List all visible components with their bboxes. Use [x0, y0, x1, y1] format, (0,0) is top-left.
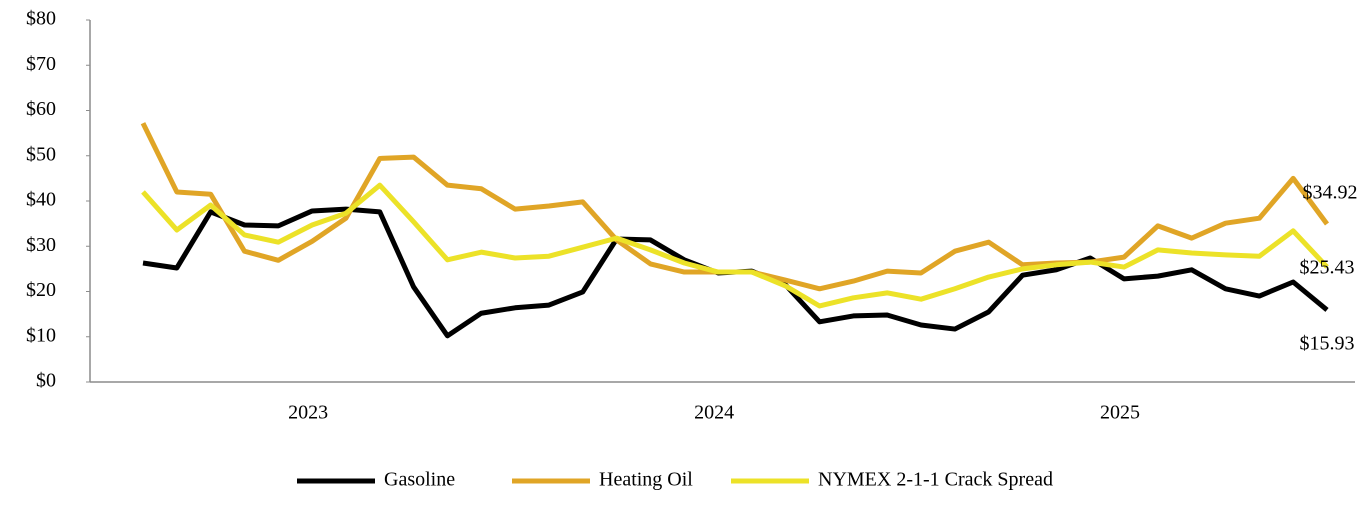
y-tick-label: $10 — [26, 324, 56, 346]
x-tick-label: 2025 — [1100, 402, 1140, 424]
legend-label: Gasoline — [384, 469, 455, 491]
x-tick-label: 2024 — [694, 402, 734, 424]
data-label: $34.92 — [1303, 182, 1358, 204]
y-tick-label: $70 — [26, 53, 56, 75]
legend-label: Heating Oil — [599, 469, 693, 491]
y-tick-label: $20 — [26, 279, 56, 301]
y-tick-label: $50 — [26, 143, 56, 165]
series-line — [141, 182, 1329, 309]
data-label: $15.93 — [1300, 333, 1355, 355]
x-tick-label: 2023 — [288, 402, 328, 424]
y-tick-label: $0 — [36, 370, 56, 392]
series-line — [140, 122, 1330, 292]
y-tick-label: $30 — [26, 234, 56, 256]
y-tick-label: $60 — [26, 98, 56, 120]
y-tick-label: $80 — [26, 8, 56, 30]
data-label: $25.43 — [1300, 257, 1355, 279]
y-tick-label: $40 — [26, 189, 56, 211]
legend-label: NYMEX 2-1-1 Crack Spread — [818, 469, 1053, 491]
